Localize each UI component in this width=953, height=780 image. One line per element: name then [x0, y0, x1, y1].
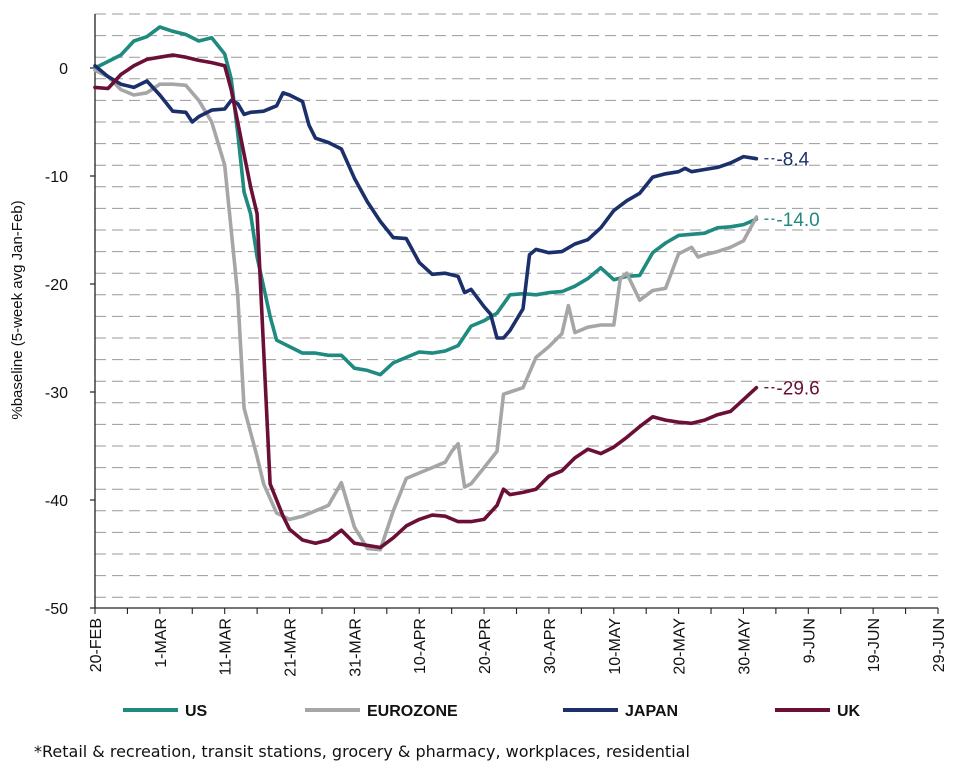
x-tick-label: 1-MAR: [153, 618, 170, 668]
legend: US EUROZONE JAPAN UK: [123, 703, 861, 720]
x-tick-label: 10-APR: [412, 618, 429, 674]
legend-label-japan: JAPAN: [625, 703, 678, 720]
series-line-eurozone: [93, 68, 759, 552]
y-tick-label: -50: [45, 601, 68, 618]
legend-label-us: US: [185, 703, 208, 720]
x-tick-label: 9-JUN: [801, 618, 818, 663]
x-tick-label: 11-MAR: [218, 618, 235, 676]
y-tick-label: -10: [45, 169, 68, 186]
x-tick-label: 20-FEB: [88, 618, 105, 672]
legend-label-eurozone: EUROZONE: [367, 703, 458, 720]
end-labels: -14.0 -8.4 -29.6: [764, 150, 820, 400]
y-tick-label: -40: [45, 493, 68, 510]
x-tick-label: 20-APR: [477, 618, 494, 674]
series-line-japan: [93, 64, 759, 340]
y-axis-label: %baseline (5-week avg Jan-Feb): [9, 200, 26, 419]
x-tick-label: 10-MAY: [607, 618, 624, 675]
footnote: *Retail & recreation, transit stations, …: [34, 742, 690, 761]
series-line-us: [93, 25, 759, 377]
x-tick-label: 29-JUN: [931, 618, 948, 672]
y-tick-label: -20: [45, 277, 68, 294]
y-tick-label: -30: [45, 385, 68, 402]
legend-label-uk: UK: [837, 703, 861, 720]
series-line-uk: [93, 53, 759, 550]
end-label-japan: -8.4: [776, 150, 809, 171]
x-tick-label: 20-MAY: [672, 618, 689, 675]
axes: [90, 14, 939, 614]
x-tick-label: 19-JUN: [866, 618, 883, 672]
x-axis-tick-labels: 20-FEB 1-MAR 11-MAR 21-MAR 31-MAR 10-APR 20-AP…: [88, 618, 948, 677]
y-axis-tick-labels: 0 -10 -20 -30 -40 -50: [45, 61, 68, 618]
x-tick-label: 21-MAR: [283, 618, 300, 677]
x-tick-label: 31-MAR: [347, 618, 364, 677]
x-tick-label: 30-MAY: [736, 618, 753, 675]
end-label-uk: -29.6: [776, 379, 819, 400]
series-lines: [93, 25, 759, 552]
gridlines: [95, 13, 938, 598]
x-tick-label: 30-APR: [542, 618, 559, 674]
y-tick-label: 0: [59, 61, 68, 78]
end-label-us: -14.0: [776, 210, 819, 231]
